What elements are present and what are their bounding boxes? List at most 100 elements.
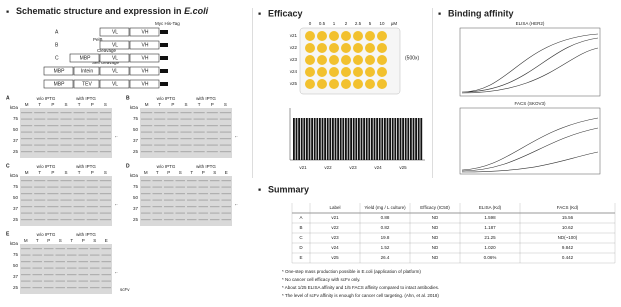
band [99,212,111,214]
band [141,186,151,188]
band-label: scFv [120,287,130,292]
lane: M [144,170,148,175]
kda: 75 [133,184,139,189]
band [99,144,111,146]
band [47,186,59,188]
band [34,138,46,140]
band [141,199,151,201]
row-label: v23 [290,57,298,62]
domain-label: VL [112,68,118,74]
band [141,151,153,153]
band [44,248,54,250]
plate [299,27,401,95]
lane: S [179,170,182,175]
bullet: ▪ [438,8,441,18]
band [55,261,65,263]
well [365,67,375,77]
band [78,248,88,250]
band [86,212,98,214]
concentration: 2.5 [355,21,362,26]
band [99,186,111,188]
band [78,280,88,282]
bar-image [293,118,423,160]
band [60,138,72,140]
lane: S [224,102,227,107]
well [305,79,315,89]
well [353,31,363,41]
domain-label: MBP [54,68,66,74]
condition: with IPTG [196,96,216,101]
group-label: v25 [399,165,407,170]
band [167,144,179,146]
bar-image [407,118,410,160]
band [141,125,153,127]
band [60,186,72,188]
concentration: μM [391,21,398,26]
kda: 37 [13,206,19,211]
table-cell: v21 [331,215,339,220]
band [32,248,42,250]
bar-image [412,118,415,160]
band [86,151,98,153]
well [329,31,339,41]
kda: 75 [13,184,19,189]
band [175,186,185,188]
bar-image [313,118,316,160]
band [60,125,72,127]
divider [432,8,433,178]
band [60,193,72,195]
lane: T [190,170,193,175]
well [341,79,351,89]
well [317,43,327,53]
band [167,151,179,153]
row-label: v22 [290,45,298,50]
band [21,199,33,201]
band [164,219,174,221]
band [67,287,77,289]
band [99,138,111,140]
band [101,248,111,250]
band [210,219,220,221]
band [167,138,179,140]
table-cell: ND [432,215,439,220]
band [99,193,111,195]
well [317,79,327,89]
well [341,31,351,41]
band [34,125,46,127]
band [21,118,33,120]
table-cell: B [299,225,302,230]
band [32,287,42,289]
band [34,219,46,221]
band [47,138,59,140]
lane: T [158,102,161,107]
condition: w/o IPTG [157,164,176,169]
lane: T [36,238,39,243]
band [198,212,208,214]
well [341,67,351,77]
lane: T [78,170,81,175]
domain-label: TEV [82,81,92,87]
well [377,55,387,65]
bar-image [381,118,384,160]
band [180,144,192,146]
arrow: ← [114,133,119,139]
band [99,118,111,120]
domain-label: VH [142,42,149,48]
domain-label: Intein [81,68,93,74]
kda: kDa [130,173,138,178]
bar-image [306,118,308,160]
table-cell: 9.842 [562,245,574,250]
band [210,193,220,195]
band [55,267,65,269]
band [141,180,151,182]
lane: M [25,170,29,175]
band [99,125,111,127]
table-cell: v23 [331,235,339,240]
band [210,199,220,201]
band [67,248,77,250]
band [21,144,33,146]
domain-box [73,79,100,89]
band [60,151,72,153]
plot-title: ELISA (HER2) [516,21,545,26]
domain-box [129,66,160,76]
